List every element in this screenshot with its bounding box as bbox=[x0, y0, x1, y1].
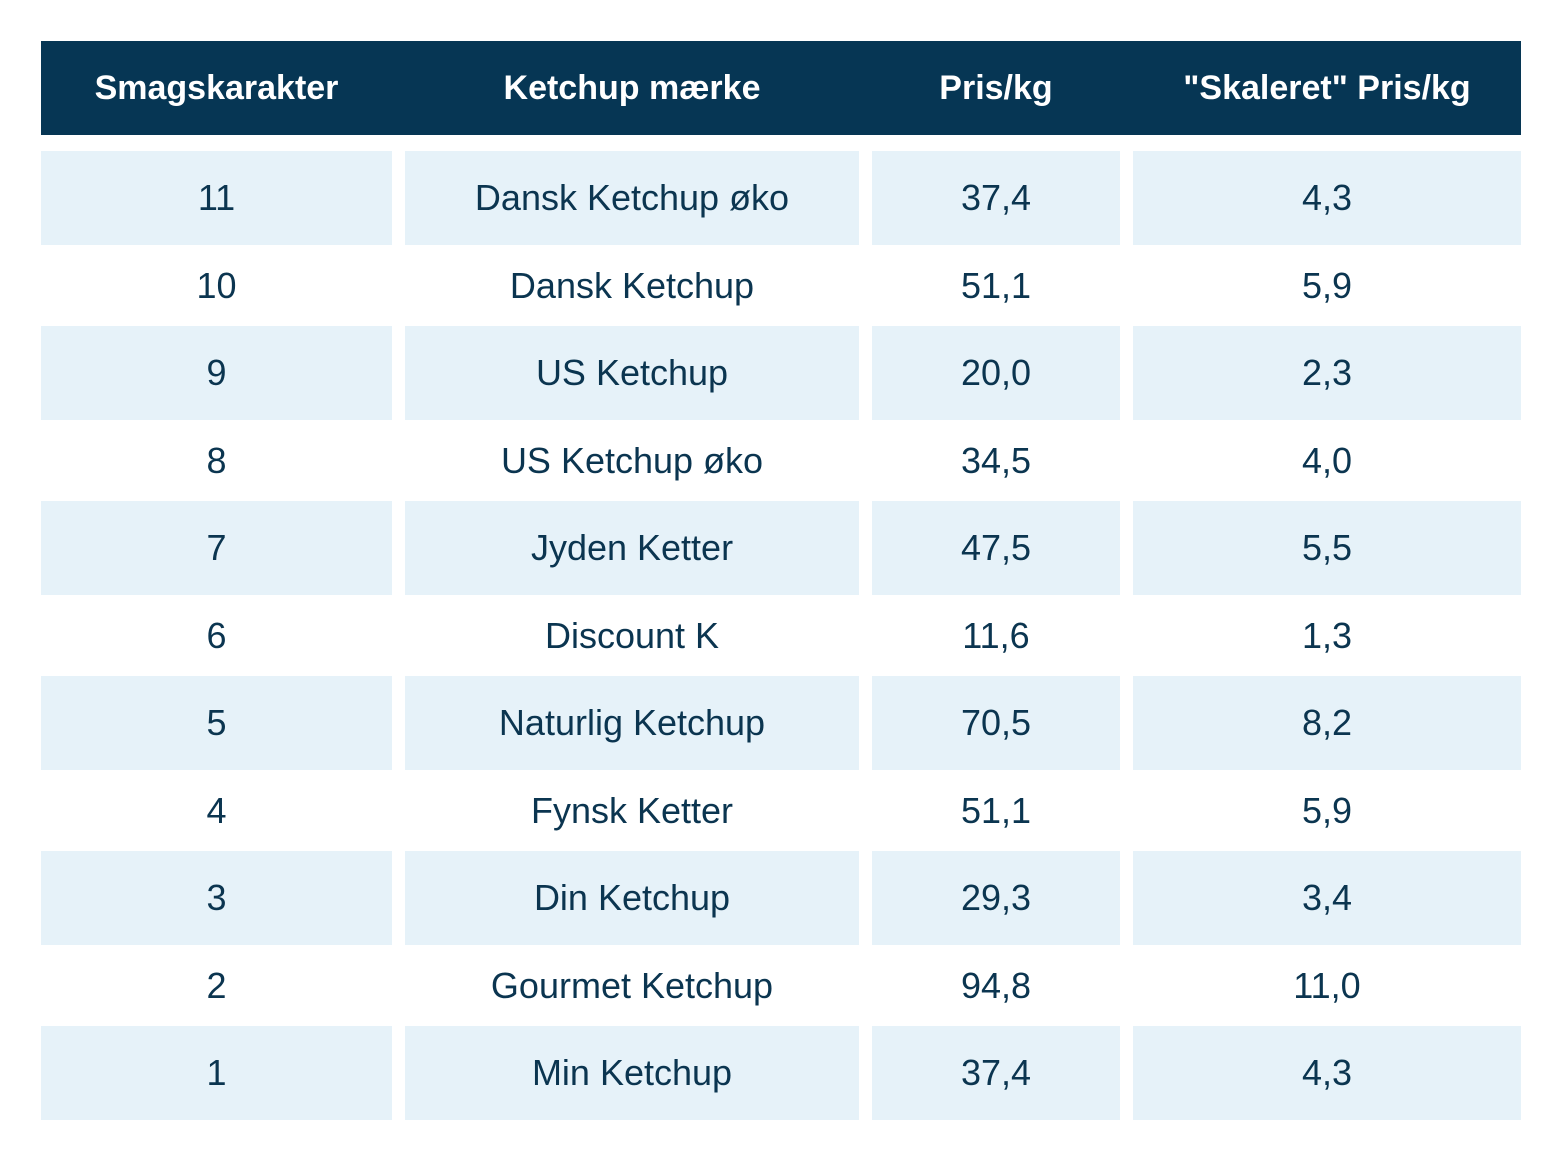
table-row: 6 Discount K 11,6 1,3 bbox=[41, 589, 1521, 683]
cell-skaleret-pris-kg: 8,2 bbox=[1133, 676, 1521, 770]
cell-skaleret-pris-kg: 5,5 bbox=[1133, 501, 1521, 595]
table-row: 4 Fynsk Ketter 51,1 5,9 bbox=[41, 764, 1521, 858]
cell-pris-kg: 37,4 bbox=[872, 151, 1120, 245]
cell-ketchup-maerke: Jyden Ketter bbox=[405, 501, 859, 595]
cell-smagskarakter: 11 bbox=[41, 151, 392, 245]
cell-smagskarakter: 5 bbox=[41, 676, 392, 770]
header-ketchup-maerke: Ketchup mærke bbox=[503, 69, 761, 107]
cell-smagskarakter: 10 bbox=[196, 264, 237, 306]
cell-pris-kg: 34,5 bbox=[960, 439, 1032, 481]
cell-smagskarakter: 6 bbox=[206, 614, 227, 656]
table-row: 11 Dansk Ketchup øko 37,4 4,3 bbox=[41, 151, 1521, 245]
table-row: 9 US Ketchup 20,0 2,3 bbox=[41, 326, 1521, 420]
cell-pris-kg: 51,1 bbox=[960, 789, 1032, 831]
cell-skaleret-pris-kg: 5,9 bbox=[1301, 264, 1353, 306]
header-pris-kg: Pris/kg bbox=[939, 69, 1053, 107]
table-row: 8 US Ketchup øko 34,5 4,0 bbox=[41, 414, 1521, 508]
table-row: 2 Gourmet Ketchup 94,8 11,0 bbox=[41, 939, 1521, 1033]
cell-smagskarakter: 9 bbox=[41, 326, 392, 420]
header-skaleret-pris-kg: "Skaleret" Pris/kg bbox=[1183, 69, 1471, 107]
cell-ketchup-maerke: Naturlig Ketchup bbox=[405, 676, 859, 770]
cell-skaleret-pris-kg: 4,3 bbox=[1133, 1026, 1521, 1120]
table-row: 3 Din Ketchup 29,3 3,4 bbox=[41, 851, 1521, 945]
cell-smagskarakter: 4 bbox=[206, 789, 227, 831]
cell-skaleret-pris-kg: 4,0 bbox=[1301, 439, 1353, 481]
cell-pris-kg: 94,8 bbox=[960, 964, 1032, 1006]
cell-ketchup-maerke: US Ketchup bbox=[405, 326, 859, 420]
cell-smagskarakter: 3 bbox=[41, 851, 392, 945]
table-row: 7 Jyden Ketter 47,5 5,5 bbox=[41, 501, 1521, 595]
cell-skaleret-pris-kg: 5,9 bbox=[1301, 789, 1353, 831]
cell-skaleret-pris-kg: 4,3 bbox=[1133, 151, 1521, 245]
cell-ketchup-maerke: Fynsk Ketter bbox=[530, 789, 734, 831]
cell-skaleret-pris-kg: 2,3 bbox=[1133, 326, 1521, 420]
cell-pris-kg: 37,4 bbox=[872, 1026, 1120, 1120]
cell-ketchup-maerke: Dansk Ketchup øko bbox=[405, 151, 859, 245]
cell-ketchup-maerke: Din Ketchup bbox=[405, 851, 859, 945]
cell-smagskarakter: 8 bbox=[206, 439, 227, 481]
cell-skaleret-pris-kg: 11,0 bbox=[1293, 964, 1361, 1006]
cell-pris-kg: 47,5 bbox=[872, 501, 1120, 595]
cell-skaleret-pris-kg: 3,4 bbox=[1133, 851, 1521, 945]
cell-pris-kg: 70,5 bbox=[872, 676, 1120, 770]
header-smagskarakter: Smagskarakter bbox=[94, 69, 339, 107]
table-row: 10 Dansk Ketchup 51,1 5,9 bbox=[41, 239, 1521, 333]
cell-pris-kg: 20,0 bbox=[872, 326, 1120, 420]
cell-skaleret-pris-kg: 1,3 bbox=[1301, 614, 1353, 656]
table-row: 1 Min Ketchup 37,4 4,3 bbox=[41, 1026, 1521, 1120]
cell-ketchup-maerke: Min Ketchup bbox=[405, 1026, 859, 1120]
table-header: Smagskarakter Ketchup mærke Pris/kg "Ska… bbox=[41, 41, 1521, 135]
cell-ketchup-maerke: Gourmet Ketchup bbox=[490, 964, 774, 1006]
cell-ketchup-maerke: Dansk Ketchup bbox=[509, 264, 755, 306]
table-row: 5 Naturlig Ketchup 70,5 8,2 bbox=[41, 676, 1521, 770]
cell-ketchup-maerke: US Ketchup øko bbox=[500, 439, 764, 481]
cell-ketchup-maerke: Discount K bbox=[544, 614, 720, 656]
cell-pris-kg: 29,3 bbox=[872, 851, 1120, 945]
cell-smagskarakter: 7 bbox=[41, 501, 392, 595]
cell-smagskarakter: 1 bbox=[41, 1026, 392, 1120]
cell-pris-kg: 11,6 bbox=[962, 614, 1030, 656]
cell-smagskarakter: 2 bbox=[206, 964, 227, 1006]
cell-pris-kg: 51,1 bbox=[960, 264, 1032, 306]
